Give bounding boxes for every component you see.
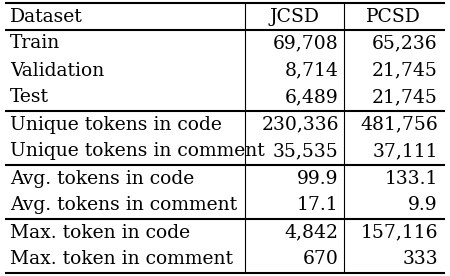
Text: 133.1: 133.1 [384, 169, 438, 187]
Text: 65,236: 65,236 [372, 34, 438, 52]
Text: 35,535: 35,535 [273, 142, 339, 161]
Text: 21,745: 21,745 [372, 62, 438, 79]
Text: Unique tokens in code: Unique tokens in code [10, 115, 222, 134]
Text: 157,116: 157,116 [360, 224, 438, 242]
Text: 17.1: 17.1 [297, 197, 339, 214]
Text: 69,708: 69,708 [273, 34, 339, 52]
Text: 333: 333 [402, 251, 438, 269]
Text: 8,714: 8,714 [285, 62, 339, 79]
Text: PCSD: PCSD [366, 7, 421, 25]
Text: Avg. tokens in code: Avg. tokens in code [10, 169, 194, 187]
Text: 4,842: 4,842 [285, 224, 339, 242]
Text: 6,489: 6,489 [285, 89, 339, 107]
Text: 481,756: 481,756 [360, 115, 438, 134]
Text: Avg. tokens in comment: Avg. tokens in comment [10, 197, 237, 214]
Text: Max. token in comment: Max. token in comment [10, 251, 233, 269]
Text: 670: 670 [303, 251, 339, 269]
Text: 9.9: 9.9 [408, 197, 438, 214]
Text: 21,745: 21,745 [372, 89, 438, 107]
Text: Unique tokens in comment: Unique tokens in comment [10, 142, 265, 161]
Text: Dataset: Dataset [10, 7, 83, 25]
Text: Validation: Validation [10, 62, 104, 79]
Text: JCSD: JCSD [269, 7, 319, 25]
Text: 230,336: 230,336 [261, 115, 339, 134]
Text: Train: Train [10, 34, 60, 52]
Text: Max. token in code: Max. token in code [10, 224, 190, 242]
Text: 37,111: 37,111 [372, 142, 438, 161]
Text: 99.9: 99.9 [297, 169, 339, 187]
Text: Test: Test [10, 89, 49, 107]
